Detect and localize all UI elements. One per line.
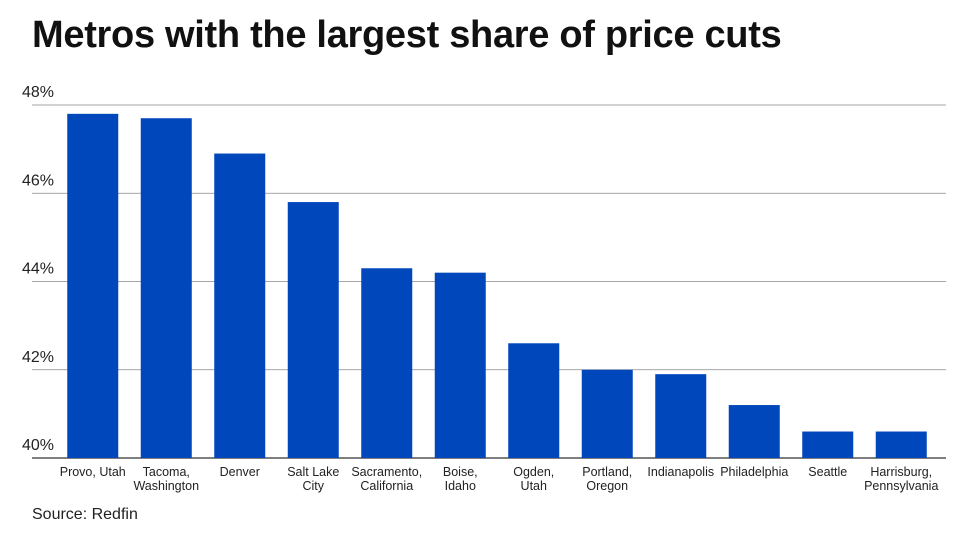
x-tick-label: Philadelphia bbox=[720, 465, 788, 479]
y-tick-label: 46% bbox=[22, 172, 54, 189]
x-tick-label: Ogden, Utah bbox=[513, 465, 554, 493]
y-axis-ticks: 40% 42% 44% 46% 48% bbox=[22, 84, 54, 454]
y-tick-label: 48% bbox=[22, 84, 54, 101]
x-tick-label: Tacoma, Washington bbox=[133, 465, 199, 493]
bar bbox=[434, 272, 486, 458]
bar bbox=[287, 202, 339, 458]
x-tick-label: Provo, Utah bbox=[60, 465, 126, 479]
x-tick-label: Salt Lake City bbox=[287, 465, 339, 493]
bar bbox=[67, 113, 119, 458]
x-tick-label: Portland, Oregon bbox=[582, 465, 632, 493]
bar bbox=[508, 343, 560, 458]
bar bbox=[655, 374, 707, 458]
y-tick-label: 40% bbox=[22, 437, 54, 454]
y-tick-label: 42% bbox=[22, 349, 54, 366]
chart-title: Metros with the largest share of price c… bbox=[32, 14, 782, 56]
bar bbox=[875, 431, 927, 458]
bar bbox=[728, 405, 780, 458]
x-tick-label: Denver bbox=[220, 465, 260, 479]
bars bbox=[67, 113, 927, 459]
x-axis-ticks: Provo, Utah Tacoma, Washington Denver Salt L… bbox=[60, 465, 939, 493]
x-tick-label: Boise, Idaho bbox=[443, 465, 478, 493]
x-tick-label: Seattle bbox=[808, 465, 847, 479]
bar bbox=[581, 369, 633, 458]
x-tick-label: Harrisburg, Pennsylvania bbox=[864, 465, 938, 493]
bar bbox=[361, 268, 413, 458]
x-tick-label: Indianapolis bbox=[647, 465, 714, 479]
source-note: Source: Redfin bbox=[32, 506, 138, 523]
x-tick-label: Sacramento, California bbox=[351, 465, 422, 493]
bar bbox=[214, 153, 266, 458]
bar bbox=[140, 118, 192, 459]
y-tick-label: 44% bbox=[22, 261, 54, 278]
bar bbox=[802, 431, 854, 458]
